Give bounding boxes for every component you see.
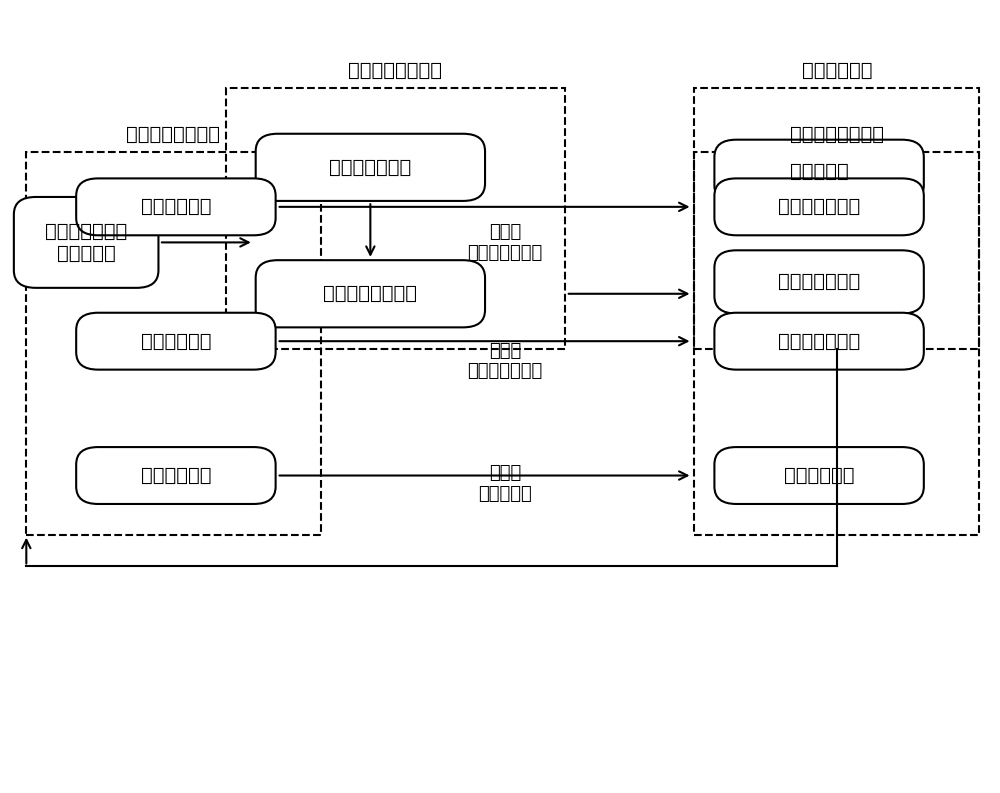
FancyBboxPatch shape xyxy=(714,251,924,313)
Text: 出渣图像噪声梯度: 出渣图像噪声梯度 xyxy=(323,284,417,303)
FancyBboxPatch shape xyxy=(714,312,924,370)
FancyBboxPatch shape xyxy=(714,140,924,203)
FancyBboxPatch shape xyxy=(14,197,158,288)
FancyBboxPatch shape xyxy=(76,312,276,370)
Text: 自适应噪声去除: 自适应噪声去除 xyxy=(778,197,860,216)
Text: 像素点灰度变换: 像素点灰度变换 xyxy=(329,158,411,177)
Text: 负阶次
分数阶积分掩模: 负阶次 分数阶积分掩模 xyxy=(467,223,543,262)
Text: 最大类间方差法: 最大类间方差法 xyxy=(778,273,860,291)
Text: 增强后的出渣图像: 增强后的出渣图像 xyxy=(790,125,884,144)
Text: 出渣纹理区域: 出渣纹理区域 xyxy=(141,331,211,351)
FancyBboxPatch shape xyxy=(76,447,276,504)
FancyBboxPatch shape xyxy=(256,260,485,328)
Bar xyxy=(694,88,979,349)
FancyBboxPatch shape xyxy=(714,447,924,504)
FancyBboxPatch shape xyxy=(76,178,276,236)
Text: 出渣图像分割: 出渣图像分割 xyxy=(802,61,872,80)
Text: 小概率策略: 小概率策略 xyxy=(790,162,848,181)
Text: 摄像头获取掘进
机出渣图像: 摄像头获取掘进 机出渣图像 xyxy=(45,222,127,263)
FancyBboxPatch shape xyxy=(714,178,924,236)
Text: 干扰噪声区域: 干扰噪声区域 xyxy=(141,197,211,216)
Text: 平滑区域保留: 平滑区域保留 xyxy=(784,466,854,485)
Text: 零阶次
分数阶掩模: 零阶次 分数阶掩模 xyxy=(478,464,532,503)
Bar xyxy=(26,151,320,534)
FancyBboxPatch shape xyxy=(256,134,485,201)
Text: 出渣梯度图像转换: 出渣梯度图像转换 xyxy=(348,61,442,80)
Text: 自适应纹理增强: 自适应纹理增强 xyxy=(778,331,860,351)
Text: 出渣平滑区域: 出渣平滑区域 xyxy=(141,466,211,485)
Bar xyxy=(694,151,979,534)
Text: 分割后的出渣图像: 分割后的出渣图像 xyxy=(126,125,220,144)
Bar xyxy=(226,88,565,349)
Text: 正阶次
分数阶微分掩模: 正阶次 分数阶微分掩模 xyxy=(467,342,543,381)
